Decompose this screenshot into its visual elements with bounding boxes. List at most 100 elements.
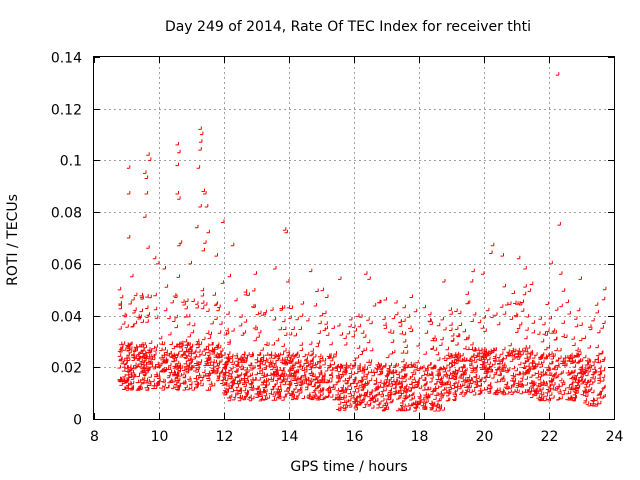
data-point [404,344,408,348]
data-point [392,381,396,385]
data-point [408,361,412,366]
data-point [121,368,126,372]
data-point [519,348,524,352]
data-point [352,398,356,403]
data-point [548,377,553,382]
data-point [499,366,504,370]
data-point [441,407,445,411]
data-point [212,292,216,296]
data-point [200,300,205,304]
data-point [211,348,215,352]
data-point [200,374,205,378]
data-point [378,299,382,304]
data-point [564,362,568,367]
data-point [155,361,159,366]
data-point [546,344,551,349]
data-point [195,369,199,373]
data-point [309,372,314,377]
data-point [126,165,131,169]
data-point [272,393,277,397]
data-point [411,376,416,381]
data-point [352,400,357,404]
data-point [522,291,527,296]
data-point [122,373,126,378]
data-point [451,382,456,386]
data-point [394,300,398,304]
data-point [286,304,291,309]
data-point [582,354,587,359]
data-point [428,362,432,366]
data-point [573,389,578,394]
data-point [537,380,542,385]
data-point [575,390,579,394]
data-point [535,374,539,379]
data-point [522,365,527,369]
data-point [130,273,134,278]
data-point [447,384,451,389]
data-point [542,371,547,375]
data-point [260,354,265,358]
data-point [460,364,465,369]
data-point [313,376,317,381]
data-point [597,375,601,379]
data-point [526,345,531,349]
data-point [360,330,365,334]
data-point [473,348,477,352]
data-point [388,362,392,367]
data-point [382,362,387,367]
data-point [517,361,522,366]
data-point [200,293,205,297]
data-point [192,350,196,355]
data-point [558,347,562,352]
data-point [313,303,318,307]
data-point [182,374,187,379]
data-point [512,373,517,378]
data-point [319,312,324,317]
data-point [487,352,491,356]
data-point [597,400,602,405]
data-point [567,397,571,401]
data-point [480,325,484,329]
data-point [163,307,168,312]
data-point [418,385,423,389]
data-point [176,274,180,278]
data-point [318,320,322,325]
data-point [340,404,344,409]
data-point [529,281,534,285]
data-point [235,368,239,372]
data-point [538,397,543,402]
data-point [130,324,134,328]
data-point [286,279,290,283]
data-point [126,191,131,195]
data-point [324,368,329,372]
data-point [129,341,133,346]
data-point [476,353,480,357]
chart-title: Day 249 of 2014, Rate Of TEC Index for r… [165,19,531,35]
data-point [404,389,409,393]
data-point [130,370,134,374]
data-point [207,372,212,377]
data-point [502,346,506,351]
data-point [273,266,277,270]
data-point [196,165,201,169]
data-point [268,376,272,380]
data-point [263,357,268,361]
data-point [416,343,420,347]
data-point [334,365,338,369]
data-point [548,392,553,396]
plot-frame [93,56,615,420]
data-point [239,363,243,368]
data-point [195,301,199,305]
data-point [361,383,365,388]
data-point [322,361,326,366]
data-point [387,396,392,401]
data-point [304,356,308,360]
data-point [135,353,140,357]
data-point [223,381,227,386]
data-point [487,382,492,387]
data-point [493,369,498,374]
data-point [463,357,468,362]
data-point [201,247,205,252]
data-point [263,373,267,378]
data-point [156,379,160,384]
